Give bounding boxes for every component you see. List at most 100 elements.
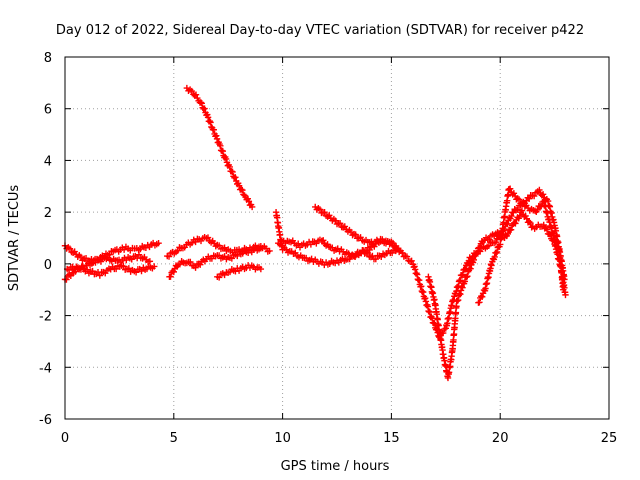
data-point <box>467 265 474 272</box>
data-point <box>534 206 541 214</box>
data-point <box>213 135 221 143</box>
data-point <box>125 265 133 272</box>
data-point <box>226 163 233 171</box>
y-tick-label: 4 <box>44 154 52 169</box>
x-tick-label: 20 <box>492 431 509 446</box>
data-point <box>543 226 551 233</box>
data-point <box>232 174 239 181</box>
data-point <box>478 293 486 301</box>
data-point <box>197 99 205 106</box>
data-point <box>454 296 462 304</box>
data-point <box>536 186 543 194</box>
data-point <box>207 119 214 126</box>
y-tick-label: -4 <box>39 361 52 376</box>
data-point <box>352 231 359 238</box>
data-point <box>192 91 200 98</box>
data-point <box>77 253 85 261</box>
data-point <box>239 186 246 194</box>
y-axis-label: SDTVAR / TECUs <box>7 185 22 292</box>
data-point <box>316 206 324 213</box>
data-point <box>539 191 547 198</box>
data-point <box>170 268 177 276</box>
data-point <box>155 239 162 247</box>
series-track-i <box>275 236 399 263</box>
data-point <box>204 114 212 121</box>
data-point <box>457 290 464 298</box>
data-point <box>506 185 514 192</box>
data-point <box>493 249 500 257</box>
data-point <box>320 237 327 244</box>
x-tick-label: 25 <box>601 431 618 446</box>
data-point <box>530 192 538 200</box>
data-point <box>198 100 205 107</box>
data-point <box>201 105 208 112</box>
series-track-l <box>475 185 567 306</box>
data-point <box>228 255 236 262</box>
data-point <box>504 230 512 238</box>
data-point <box>392 242 400 250</box>
data-point <box>464 273 471 280</box>
data-point <box>388 238 395 245</box>
data-point <box>512 220 519 227</box>
data-point <box>204 234 212 241</box>
series-track-b <box>61 251 154 283</box>
y-tick-label: 8 <box>44 51 52 66</box>
series-track-e <box>166 245 265 280</box>
data-point <box>63 276 70 283</box>
data-point <box>245 198 253 205</box>
data-point <box>66 245 74 252</box>
data-point <box>550 232 558 239</box>
x-tick-label: 0 <box>61 431 69 446</box>
data-point <box>219 147 226 155</box>
data-point <box>222 155 230 163</box>
data-point <box>408 257 415 264</box>
data-point <box>399 249 406 257</box>
data-point <box>458 272 466 279</box>
data-point <box>562 291 569 299</box>
data-point <box>493 248 501 256</box>
data-point <box>526 195 533 202</box>
data-point <box>441 325 448 333</box>
data-point <box>174 247 181 254</box>
grid-lines <box>65 57 609 419</box>
data-point <box>229 168 236 176</box>
data-point <box>210 126 217 133</box>
data-point <box>336 220 344 227</box>
data-point <box>539 198 546 206</box>
x-tick-label: 10 <box>274 431 291 446</box>
y-tick-label: 6 <box>44 103 52 118</box>
data-point <box>257 265 265 273</box>
data-point <box>459 284 466 291</box>
data-point <box>486 236 493 243</box>
data-point <box>96 272 104 279</box>
data-point <box>197 261 204 268</box>
data-point <box>213 132 220 139</box>
data-point <box>516 212 523 220</box>
series-track-k <box>425 207 569 382</box>
data-point <box>508 212 515 220</box>
axis-ticks: 0 5 10 15 20 25 -6 -4 -2 0 2 4 6 8 <box>39 51 617 446</box>
data-point <box>206 117 213 125</box>
data-point <box>257 245 265 252</box>
data-point <box>554 240 561 247</box>
x-axis-label: GPS time / hours <box>281 459 390 474</box>
data-point <box>464 260 472 267</box>
data-point <box>476 299 483 306</box>
data-point <box>507 226 515 233</box>
data-point <box>527 219 534 227</box>
data-point <box>470 256 478 264</box>
data-point <box>485 242 493 249</box>
data-point <box>138 267 145 275</box>
y-tick-label: 2 <box>44 206 52 221</box>
data-point <box>215 242 223 249</box>
data-point <box>192 264 199 271</box>
data-point <box>463 273 470 281</box>
data-point <box>431 320 438 327</box>
data-point <box>473 249 481 257</box>
data-point <box>266 247 273 255</box>
data-point <box>473 250 480 258</box>
data-point <box>234 252 241 260</box>
data-point <box>187 258 194 266</box>
data-point <box>403 253 411 260</box>
data-point <box>560 286 567 293</box>
